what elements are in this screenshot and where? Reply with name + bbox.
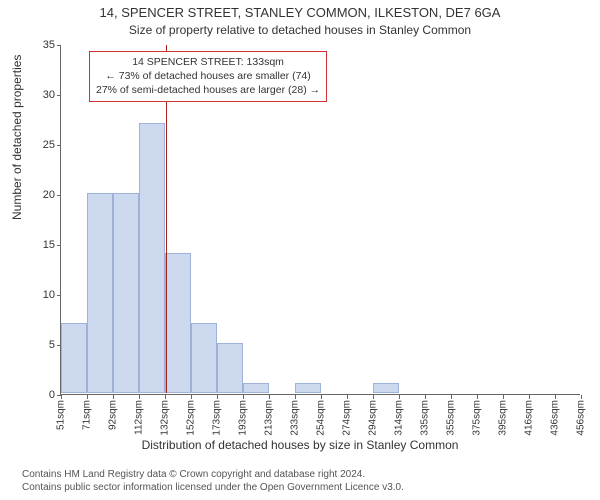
xtick-label: 213sqm (264, 400, 275, 436)
title-line-1: 14, SPENCER STREET, STANLEY COMMON, ILKE… (0, 5, 600, 20)
footer-line-1: Contains HM Land Registry data © Crown c… (22, 468, 404, 481)
xtick-label: 294sqm (368, 400, 379, 436)
ytick-label: 10 (25, 289, 55, 301)
xtick-label: 375sqm (472, 400, 483, 436)
histogram-bar (139, 123, 165, 393)
xtick-label: 335sqm (420, 400, 431, 436)
title-line-2: Size of property relative to detached ho… (0, 23, 600, 37)
xtick-label: 254sqm (316, 400, 327, 436)
xtick-label: 132sqm (160, 400, 171, 436)
histogram-bar (295, 383, 321, 393)
histogram-bar (191, 323, 217, 393)
xtick-label: 274sqm (342, 400, 353, 436)
xtick-label: 152sqm (186, 400, 197, 436)
xtick-label: 71sqm (82, 400, 93, 430)
plot-area: 0510152025303551sqm71sqm92sqm112sqm132sq… (60, 45, 580, 395)
annotation-box: 14 SPENCER STREET: 133sqm← 73% of detach… (89, 51, 327, 102)
ytick-label: 15 (25, 239, 55, 251)
xtick-label: 51sqm (56, 400, 67, 430)
xtick-label: 193sqm (238, 400, 249, 436)
histogram-bar (113, 193, 139, 393)
annotation-line: 14 SPENCER STREET: 133sqm (96, 55, 320, 69)
histogram-bar (243, 383, 269, 393)
histogram-bar (165, 253, 191, 393)
xtick-label: 314sqm (394, 400, 405, 436)
xtick-label: 456sqm (576, 400, 587, 436)
footer-attribution: Contains HM Land Registry data © Crown c… (22, 468, 404, 494)
xtick-label: 395sqm (498, 400, 509, 436)
xtick-label: 233sqm (290, 400, 301, 436)
histogram-bar (373, 383, 399, 393)
footer-line-2: Contains public sector information licen… (22, 481, 404, 494)
xtick-label: 436sqm (550, 400, 561, 436)
xtick-label: 416sqm (524, 400, 535, 436)
ytick-label: 25 (25, 139, 55, 151)
xtick-label: 173sqm (212, 400, 223, 436)
ytick-label: 35 (25, 39, 55, 51)
ytick-label: 0 (25, 389, 55, 401)
xtick-label: 92sqm (108, 400, 119, 430)
xtick-label: 112sqm (134, 400, 145, 435)
ytick-label: 30 (25, 89, 55, 101)
histogram-bar (61, 323, 87, 393)
ytick-label: 5 (25, 339, 55, 351)
histogram-bar (87, 193, 113, 393)
histogram-bar (217, 343, 243, 393)
annotation-line: 27% of semi-detached houses are larger (… (96, 83, 320, 97)
y-axis-label: Number of detached properties (10, 55, 24, 220)
annotation-line: ← 73% of detached houses are smaller (74… (96, 69, 320, 83)
xtick-label: 355sqm (446, 400, 457, 436)
chart-container: 14, SPENCER STREET, STANLEY COMMON, ILKE… (0, 0, 600, 500)
x-axis-label: Distribution of detached houses by size … (0, 438, 600, 452)
ytick-label: 20 (25, 189, 55, 201)
